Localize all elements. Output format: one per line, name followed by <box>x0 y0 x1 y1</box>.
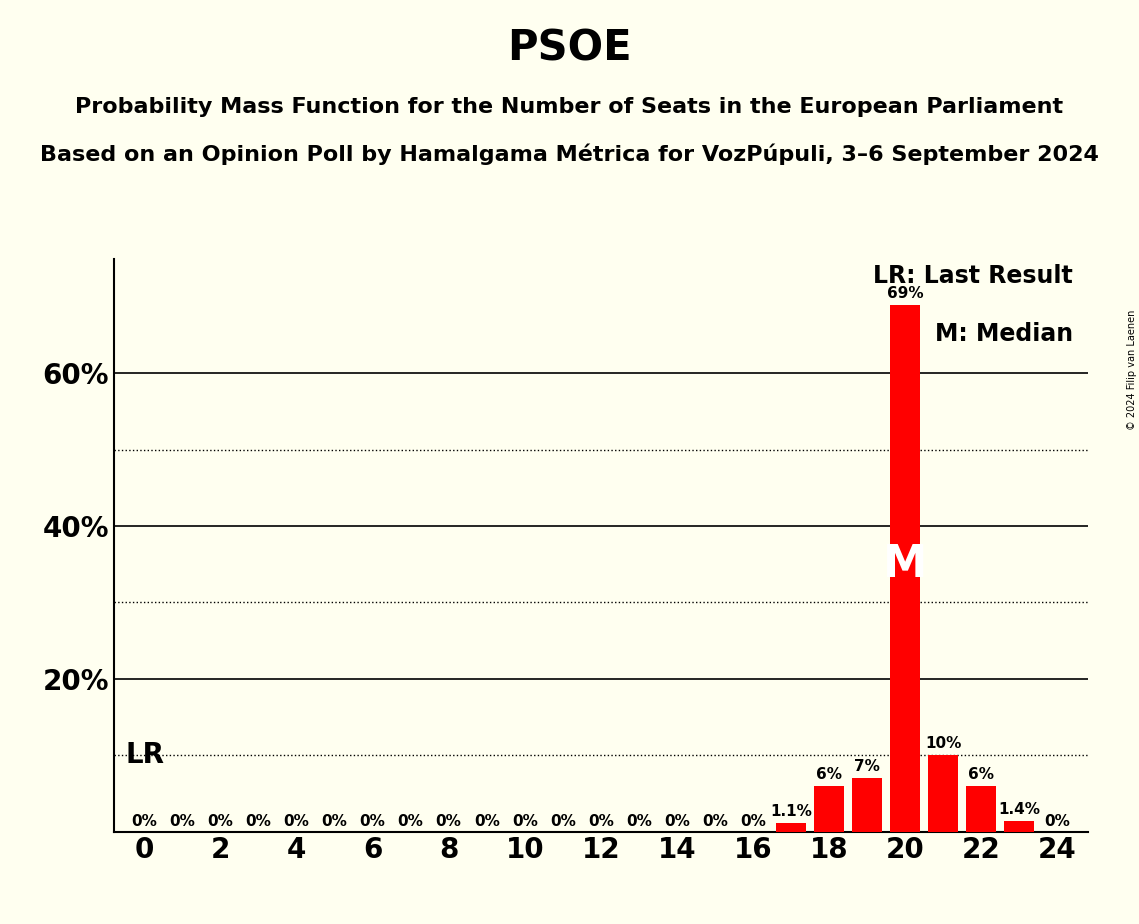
Text: 0%: 0% <box>207 813 233 829</box>
Text: 7%: 7% <box>854 760 880 774</box>
Bar <box>814 785 844 832</box>
Text: 1.1%: 1.1% <box>770 805 812 820</box>
Text: 0%: 0% <box>511 813 538 829</box>
Bar <box>1005 821 1034 832</box>
Text: 0%: 0% <box>170 813 195 829</box>
Text: 0%: 0% <box>664 813 690 829</box>
Bar <box>890 305 920 832</box>
Text: 69%: 69% <box>887 286 924 300</box>
Text: M: M <box>883 542 927 586</box>
Text: 1.4%: 1.4% <box>998 802 1040 817</box>
Text: M: Median: M: Median <box>935 322 1073 346</box>
Bar <box>928 755 958 832</box>
Bar <box>776 823 806 832</box>
Text: 0%: 0% <box>740 813 765 829</box>
Text: 0%: 0% <box>550 813 575 829</box>
Text: 0%: 0% <box>626 813 652 829</box>
Text: 0%: 0% <box>474 813 500 829</box>
Text: 10%: 10% <box>925 736 961 751</box>
Bar <box>852 778 883 832</box>
Text: Based on an Opinion Poll by Hamalgama Métrica for VozPúpuli, 3–6 September 2024: Based on an Opinion Poll by Hamalgama Mé… <box>40 143 1099 164</box>
Text: © 2024 Filip van Laenen: © 2024 Filip van Laenen <box>1126 310 1137 430</box>
Text: 0%: 0% <box>398 813 424 829</box>
Text: 0%: 0% <box>436 813 461 829</box>
Bar <box>966 785 997 832</box>
Text: LR: LR <box>125 741 164 769</box>
Text: 0%: 0% <box>284 813 310 829</box>
Text: 0%: 0% <box>702 813 728 829</box>
Text: 0%: 0% <box>321 813 347 829</box>
Text: Probability Mass Function for the Number of Seats in the European Parliament: Probability Mass Function for the Number… <box>75 97 1064 117</box>
Text: LR: Last Result: LR: Last Result <box>874 264 1073 288</box>
Text: 0%: 0% <box>1044 813 1071 829</box>
Text: 0%: 0% <box>588 813 614 829</box>
Text: 0%: 0% <box>131 813 157 829</box>
Text: 0%: 0% <box>246 813 271 829</box>
Text: 6%: 6% <box>816 767 842 782</box>
Text: 6%: 6% <box>968 767 994 782</box>
Text: 0%: 0% <box>360 813 385 829</box>
Text: PSOE: PSOE <box>507 28 632 69</box>
